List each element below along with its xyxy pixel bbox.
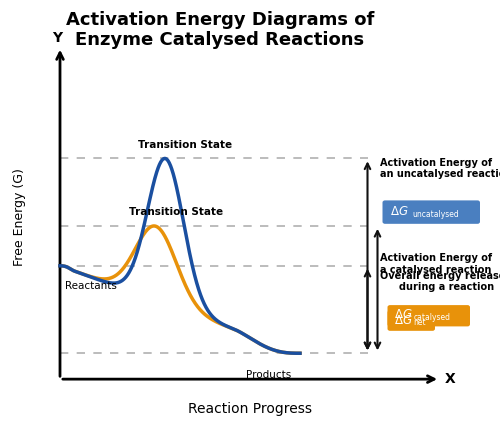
Text: Products: Products xyxy=(246,370,292,380)
Text: Transition State: Transition State xyxy=(130,207,224,217)
Text: Transition State: Transition State xyxy=(138,140,232,150)
Text: Reactants: Reactants xyxy=(65,281,117,291)
FancyBboxPatch shape xyxy=(388,305,470,326)
Text: $\Delta G$: $\Delta G$ xyxy=(390,204,408,218)
Text: Free Energy (G): Free Energy (G) xyxy=(14,168,26,266)
Text: Activation Energy Diagrams of
Enzyme Catalysed Reactions: Activation Energy Diagrams of Enzyme Cat… xyxy=(66,11,374,49)
Text: $\Delta G$: $\Delta G$ xyxy=(394,308,412,321)
Text: X: X xyxy=(444,372,456,386)
Text: net: net xyxy=(414,318,426,327)
Text: Reaction Progress: Reaction Progress xyxy=(188,402,312,416)
FancyBboxPatch shape xyxy=(388,311,435,331)
Text: Activation Energy of
a catalysed reaction: Activation Energy of a catalysed reactio… xyxy=(380,253,492,275)
Text: catalysed: catalysed xyxy=(414,313,451,322)
Text: uncatalysed: uncatalysed xyxy=(412,210,460,219)
Text: $\Delta G$: $\Delta G$ xyxy=(394,314,412,327)
Text: Activation Energy of
an uncatalysed reaction: Activation Energy of an uncatalysed reac… xyxy=(380,158,500,179)
Text: Overall energy released
during a reaction: Overall energy released during a reactio… xyxy=(380,271,500,293)
Text: Y: Y xyxy=(52,32,62,45)
FancyBboxPatch shape xyxy=(382,200,480,224)
